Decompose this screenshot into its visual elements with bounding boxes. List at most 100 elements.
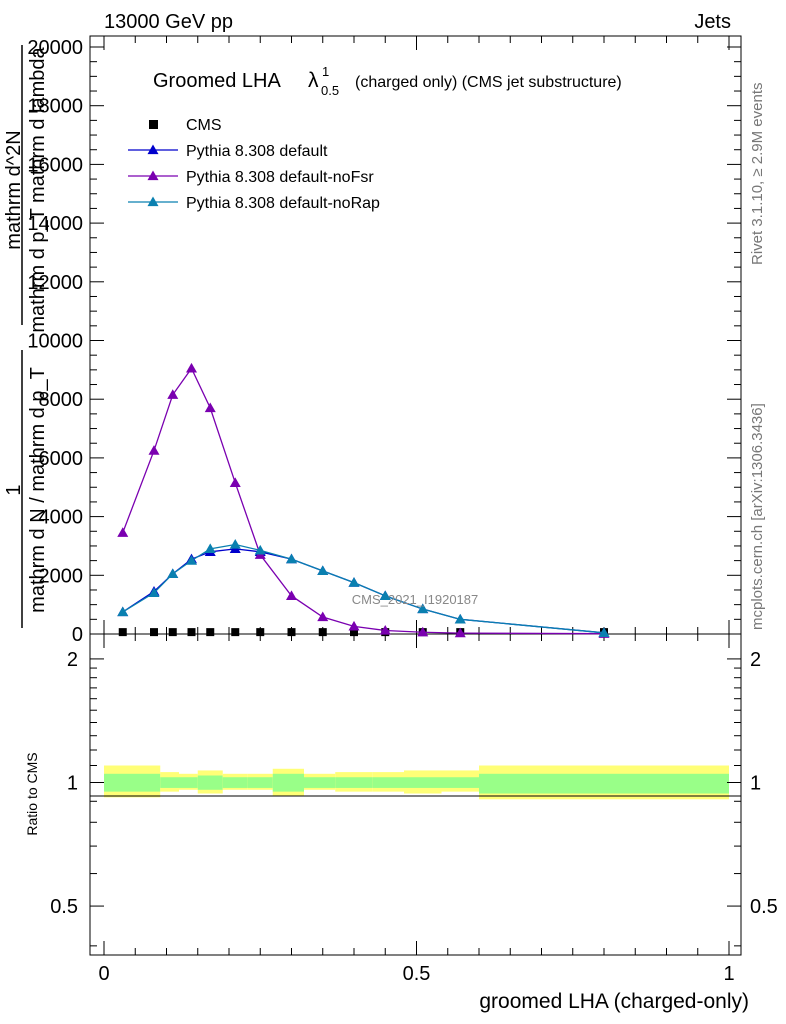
- stat-uncertainty-band: [247, 777, 273, 788]
- y-tick-label: 14000: [27, 213, 83, 235]
- cms-data-point: [318, 628, 327, 637]
- stat-uncertainty-band: [197, 775, 223, 790]
- legend-marker: [147, 170, 159, 181]
- series-point: [317, 611, 329, 622]
- legend-label: Pythia 8.308 default-noFsr: [186, 169, 374, 186]
- series-point: [229, 477, 241, 487]
- cms-data-point: [168, 628, 177, 637]
- series-cms: [118, 628, 608, 637]
- series-point: [167, 568, 179, 578]
- y-tick-label: 0: [72, 624, 83, 646]
- series-group: [117, 362, 610, 638]
- y-label-frac-num: 1: [3, 484, 25, 495]
- series-point: [348, 577, 360, 587]
- y-label-den: mathrm d p_T mathrm d lambda: [27, 46, 49, 332]
- y-tick-label: 4000: [39, 507, 84, 529]
- series-point: [379, 624, 391, 635]
- y-tick-label: 16000: [27, 154, 83, 176]
- stat-uncertainty-band: [179, 777, 198, 788]
- series-point: [117, 527, 129, 537]
- stat-uncertainty-band: [272, 773, 304, 792]
- ratio-plot-frame: [89, 633, 742, 956]
- legend-label: CMS: [186, 117, 222, 134]
- stat-uncertainty-band: [222, 777, 248, 788]
- series-point: [254, 544, 266, 555]
- cms-data-point: [231, 628, 240, 637]
- series-point: [286, 590, 297, 600]
- ratio-y-tick-label-right: 2: [750, 649, 761, 671]
- y-tick-label: 2000: [39, 565, 84, 587]
- series-point: [454, 627, 466, 638]
- legend-label: Pythia 8.308 default-noRap: [186, 195, 380, 212]
- legend-item: Pythia 8.308 default-noFsr: [128, 169, 374, 186]
- legend-marker: [149, 120, 158, 129]
- legend-item: CMS: [149, 117, 222, 134]
- series-point: [186, 362, 197, 373]
- series-line: [122, 543, 605, 634]
- ratio-y-axis-label: Ratio to CMS: [24, 752, 40, 835]
- main-y-axis-label: 1 mathrm d N / mathrm d p_T mathrm d^2N …: [3, 45, 49, 628]
- ratio-y-tick-label: 2: [67, 649, 78, 671]
- cms-data-point: [118, 628, 127, 637]
- stat-uncertainty-band: [304, 777, 336, 788]
- process-label: Jets: [694, 11, 731, 33]
- ratio-y-tick-label: 1: [67, 772, 78, 794]
- y-tick-label: 12000: [27, 272, 83, 294]
- stat-uncertainty-band: [479, 773, 729, 794]
- x-axis-label: groomed LHA (charged-only): [479, 990, 749, 1013]
- series-point: [417, 603, 429, 614]
- series-point: [286, 553, 297, 564]
- stat-uncertainty-band: [404, 777, 442, 788]
- cms-data-point: [150, 628, 158, 637]
- series-point: [148, 587, 160, 598]
- legend-item: Pythia 8.308 default-noRap: [128, 195, 380, 212]
- series-point: [117, 606, 129, 617]
- ratio-y-tick-label-right: 0.5: [750, 896, 778, 918]
- y-tick-label: 8000: [39, 389, 84, 411]
- stat-uncertainty-band: [160, 777, 179, 788]
- stat-uncertainty-band: [441, 777, 479, 788]
- y-tick-label: 18000: [27, 96, 83, 118]
- series-pythia-8-308-default-norap: [117, 538, 610, 637]
- y-label-num: mathrm d^2N: [3, 130, 25, 249]
- analysis-watermark: CMS_2021_I1920187: [352, 592, 479, 607]
- stat-uncertainty-band: [335, 777, 373, 788]
- cms-data-point: [256, 628, 265, 637]
- title-rest: (charged only) (CMS jet substructure): [355, 74, 622, 91]
- series-point: [379, 590, 391, 600]
- y-label-frac-den: mathrm d N / mathrm d p_T: [27, 367, 49, 613]
- series-point: [598, 627, 610, 637]
- series-point: [204, 402, 216, 413]
- cms-data-point: [187, 628, 196, 637]
- series-line: [122, 367, 605, 635]
- series-point: [186, 555, 197, 565]
- mcplots-label: mcplots.cern.ch [arXiv:1306.3436]: [749, 403, 766, 630]
- x-tick-label: 0.5: [403, 963, 431, 985]
- title-subscript: 0.5: [321, 83, 339, 98]
- plot-title: Groomed LHA λ 1 0.5 (charged only) (CMS …: [153, 64, 622, 98]
- ratio-y-tick-label-right: 1: [750, 772, 761, 794]
- x-tick-label: 0: [98, 963, 109, 985]
- main-y-axis: 0 2000 4000 6000 8000 10000 12000 14000 16000 180…: [27, 37, 741, 646]
- series-point: [148, 445, 160, 455]
- y-tick-label: 6000: [39, 448, 84, 470]
- legend-marker: [147, 196, 159, 207]
- ratio-x-axis: 0 0.5 1: [98, 634, 735, 985]
- stat-uncertainty-band: [372, 777, 404, 788]
- series-point: [454, 613, 466, 624]
- ratio-bands: [104, 765, 729, 800]
- legend: CMS Pythia 8.308 default Pythia 8.308 defa…: [128, 117, 380, 212]
- stat-uncertainty-band: [141, 773, 161, 792]
- cms-data-point: [350, 628, 358, 637]
- ratio-y-tick-label: 0.5: [50, 896, 78, 918]
- legend-marker: [147, 144, 159, 155]
- energy-label: 13000 GeV pp: [104, 11, 233, 33]
- series-point: [167, 389, 179, 399]
- rivet-version-label: Rivet 3.1.10, ≥ 2.9M events: [749, 83, 766, 266]
- cms-data-point: [206, 628, 215, 637]
- cms-data-point: [287, 628, 296, 637]
- y-tick-label: 10000: [27, 331, 83, 353]
- title-lambda: λ: [308, 69, 319, 92]
- legend-item: Pythia 8.308 default: [128, 143, 328, 160]
